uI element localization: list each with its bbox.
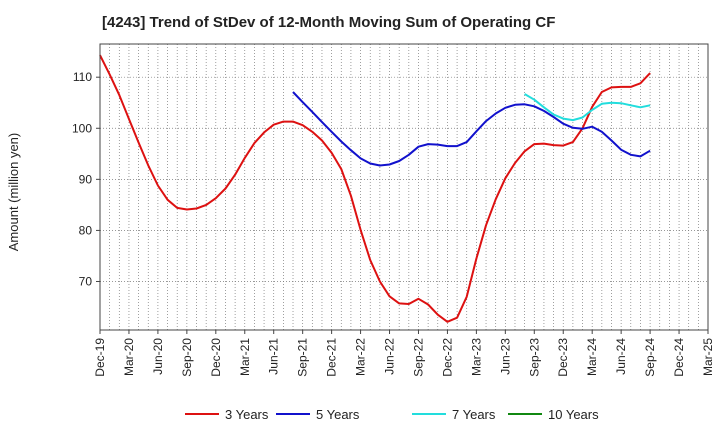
x-tick-label: Sep-22 <box>411 338 425 377</box>
x-tick-label: Dec-19 <box>93 338 107 377</box>
x-tick-label: Dec-23 <box>556 338 570 377</box>
grid <box>100 44 708 330</box>
x-tick-label: Jun-23 <box>498 338 512 375</box>
x-tick-label: Dec-20 <box>209 338 223 377</box>
chart-title: [4243] Trend of StDev of 12-Month Moving… <box>102 14 556 31</box>
legend: 3 Years 5 Years 7 Years 10 Years <box>185 407 599 422</box>
series-lines <box>99 54 651 323</box>
legend-label: 5 Years <box>316 407 360 422</box>
series-line-7-years <box>524 93 651 122</box>
x-tick-label: Mar-22 <box>354 338 368 376</box>
y-axis-label: Amount (million yen) <box>6 133 21 252</box>
x-tick-label: Mar-23 <box>469 338 483 376</box>
x-tick-label: Sep-24 <box>643 338 657 377</box>
y-tick-label: 100 <box>72 121 92 135</box>
x-tick-label: Mar-21 <box>238 338 252 376</box>
y-tick-label: 70 <box>79 274 93 288</box>
x-tick-label: Dec-22 <box>440 338 454 377</box>
legend-label: 10 Years <box>548 407 599 422</box>
plot-frame <box>99 43 709 331</box>
x-tick-label: Mar-25 <box>701 338 715 376</box>
x-axis-ticks: Dec-19 Mar-20 Jun-20 Sep-20 Dec-20 Mar-21 Jun-… <box>93 330 715 377</box>
legend-label: 7 Years <box>452 407 496 422</box>
x-tick-label: Mar-24 <box>585 338 599 376</box>
x-tick-label: Jun-20 <box>151 338 165 375</box>
y-axis-ticks: 70 80 90 100 110 <box>72 70 100 288</box>
series-line-5-years <box>292 91 651 167</box>
series-line-3-years <box>99 54 651 323</box>
x-tick-label: Jun-21 <box>267 338 281 375</box>
x-tick-label: Mar-20 <box>122 338 136 376</box>
x-tick-label: Dec-21 <box>325 338 339 377</box>
x-tick-label: Sep-20 <box>180 338 194 377</box>
x-tick-label: Sep-23 <box>527 338 541 377</box>
x-tick-label: Dec-24 <box>672 338 686 377</box>
legend-label: 3 Years <box>225 407 269 422</box>
y-tick-label: 90 <box>79 172 93 186</box>
x-tick-label: Jun-22 <box>383 338 397 375</box>
x-tick-label: Sep-21 <box>296 338 310 377</box>
y-tick-label: 110 <box>73 70 92 84</box>
y-tick-label: 80 <box>79 223 93 237</box>
x-tick-label: Jun-24 <box>614 338 628 375</box>
